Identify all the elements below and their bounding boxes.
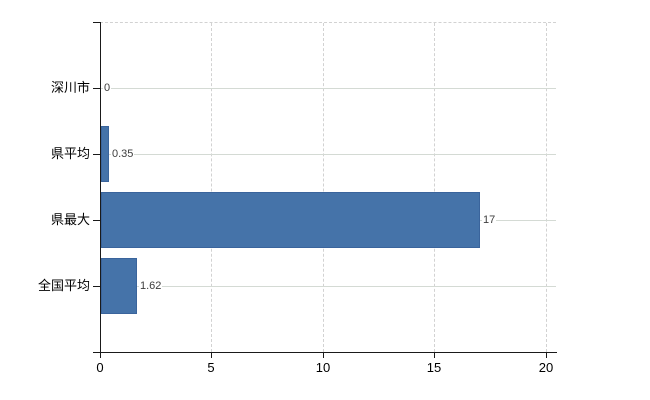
vertical-gridline	[323, 23, 324, 352]
value-label: 17	[482, 213, 497, 227]
x-axis-tick	[100, 353, 101, 358]
y-axis-tick	[93, 286, 100, 287]
x-axis-tick	[434, 353, 435, 358]
category-label: 県最大	[50, 212, 90, 227]
x-axis-tick	[546, 353, 547, 358]
vertical-gridline	[211, 23, 212, 352]
horizontal-gridline	[100, 88, 556, 89]
horizontal-gridline	[100, 154, 556, 155]
y-axis-line	[100, 22, 101, 352]
plot-top-border	[100, 22, 556, 23]
x-axis-tick	[323, 353, 324, 358]
y-axis-tick	[93, 220, 100, 221]
x-tick-label: 15	[426, 360, 442, 375]
vertical-gridline	[434, 23, 435, 352]
x-tick-label: 0	[96, 360, 104, 375]
category-label: 深川市	[50, 80, 90, 95]
bar-ken-heikin	[101, 126, 109, 182]
y-axis-tick	[93, 88, 100, 89]
bar-ken-saidai	[101, 192, 480, 248]
x-axis-tick	[211, 353, 212, 358]
vertical-gridline	[546, 23, 547, 352]
value-label: 0.35	[111, 147, 135, 161]
value-label: 1.62	[139, 279, 163, 293]
x-axis-line	[93, 352, 557, 353]
x-tick-label: 20	[538, 360, 554, 375]
category-label: 県平均	[50, 146, 90, 161]
x-tick-label: 5	[207, 360, 215, 375]
bar-zenkoku-heikin	[101, 258, 137, 314]
category-label: 全国平均	[37, 278, 90, 293]
y-axis-tick	[93, 154, 100, 155]
horizontal-gridline	[100, 286, 556, 287]
y-axis-tick	[93, 22, 100, 23]
value-label: 0	[103, 81, 112, 95]
x-tick-label: 10	[315, 360, 331, 375]
